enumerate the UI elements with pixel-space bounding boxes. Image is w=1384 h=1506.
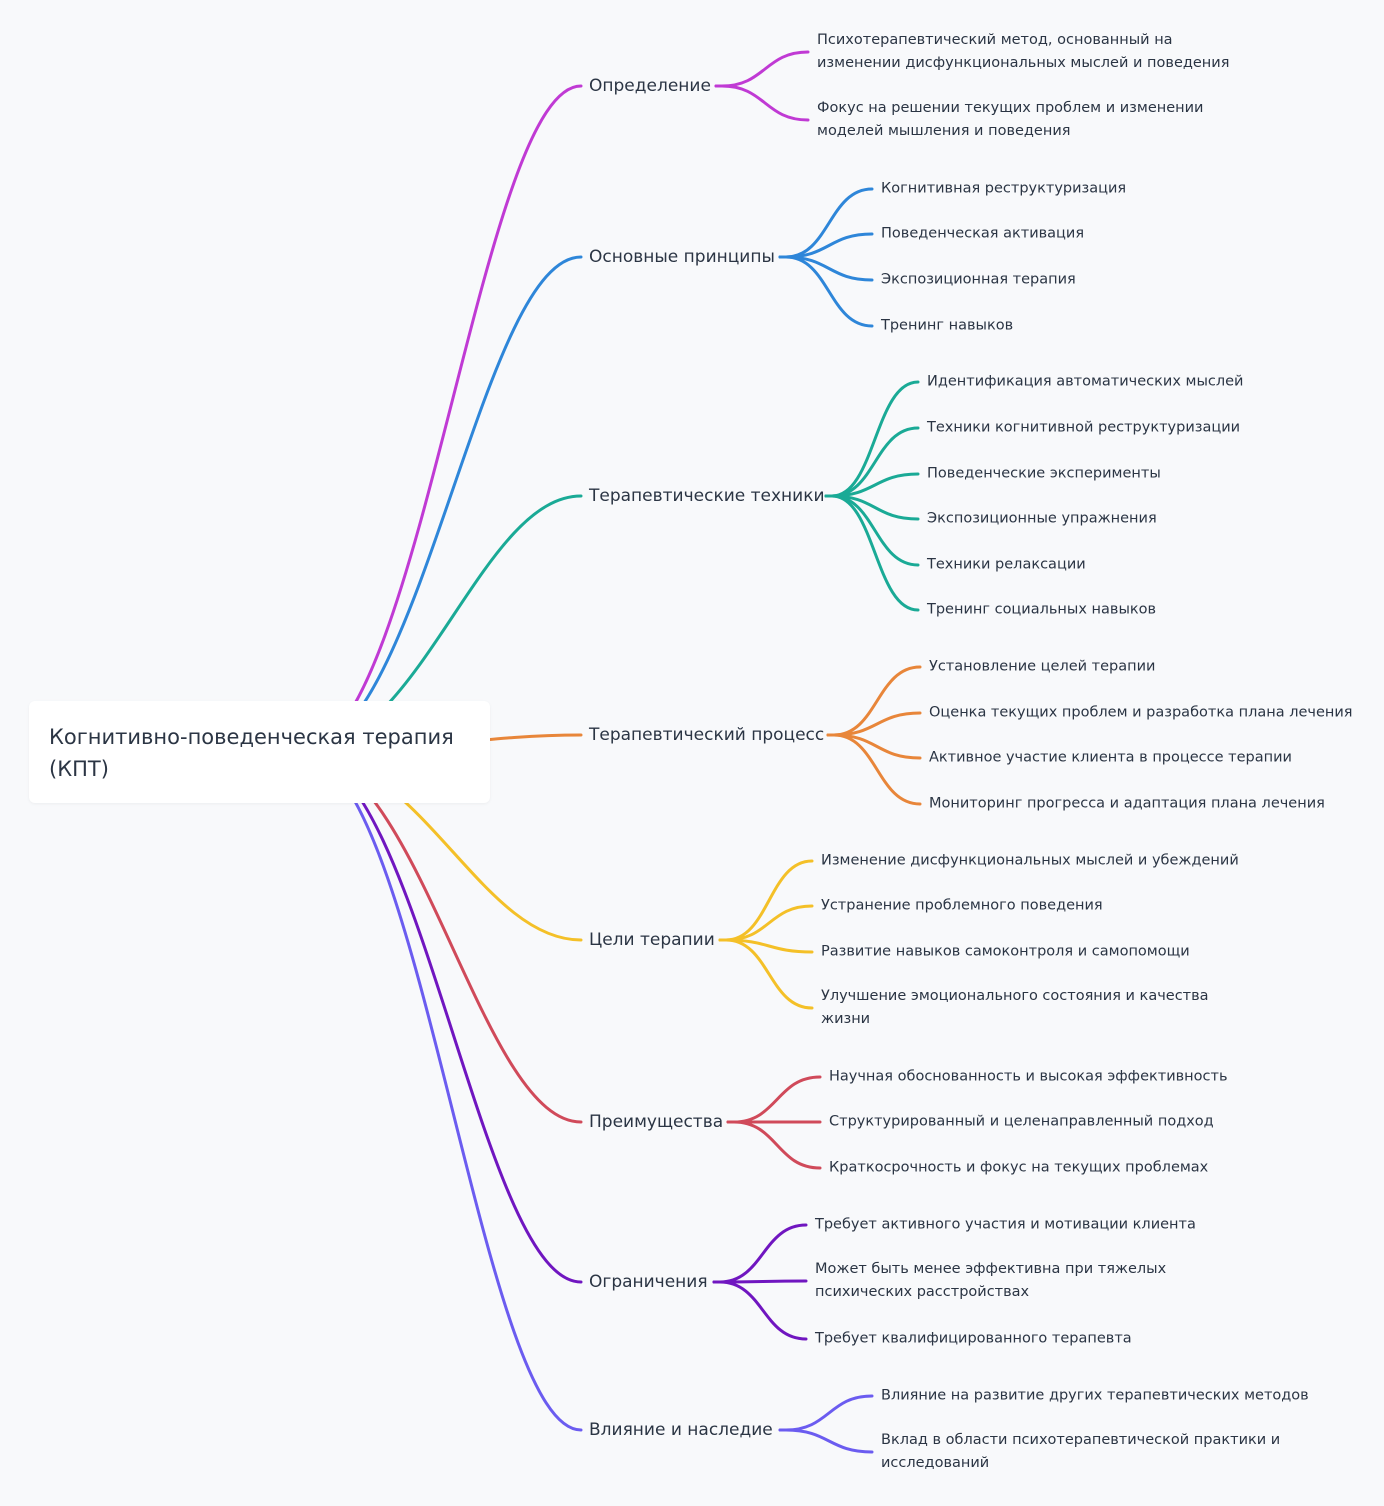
branch-node[interactable]: Преимущества xyxy=(589,1112,724,1132)
child-link xyxy=(718,859,814,942)
child-node[interactable]: Требует активного участия и мотивации кл… xyxy=(815,1216,1196,1233)
child-link xyxy=(778,255,874,328)
root-branch-link xyxy=(298,750,583,1284)
child-node[interactable]: Тренинг навыков xyxy=(881,317,1014,334)
root-node[interactable]: Когнитивно-поведенческая терапия (КПТ) xyxy=(29,701,490,803)
child-link xyxy=(824,494,920,612)
branch-node[interactable]: Терапевтический процесс xyxy=(589,725,825,745)
child-node[interactable]: Научная обоснованность и высокая эффекти… xyxy=(829,1068,1228,1085)
child-link xyxy=(824,494,920,521)
root-branch-link xyxy=(298,750,583,1432)
root-branch-link xyxy=(298,84,583,754)
child-node[interactable]: Может быть менее эффективна при тяжелых … xyxy=(815,1261,1167,1300)
child-node[interactable]: Тренинг социальных навыков xyxy=(927,601,1157,618)
child-link xyxy=(726,1075,822,1124)
child-link xyxy=(826,733,922,806)
child-node[interactable]: Когнитивная реструктуризация xyxy=(881,180,1127,197)
child-node[interactable]: Структурированный и целенаправленный под… xyxy=(829,1113,1214,1130)
child-node[interactable]: Психотерапевтический метод, основанный н… xyxy=(817,32,1230,71)
child-node[interactable]: Экспозиционная терапия xyxy=(881,271,1076,288)
child-link xyxy=(714,84,810,122)
child-node[interactable]: Развитие навыков самоконтроля и самопомо… xyxy=(821,943,1190,960)
child-node[interactable]: Требует квалифицированного терапевта xyxy=(815,1330,1132,1347)
branch-node[interactable]: Определение xyxy=(589,76,711,96)
branch-node[interactable]: Цели терапии xyxy=(589,930,715,950)
child-node[interactable]: Поведенческие эксперименты xyxy=(927,465,1161,482)
child-link xyxy=(824,380,920,498)
child-node[interactable]: Техники когнитивной реструктуризации xyxy=(927,419,1241,436)
child-link xyxy=(712,1280,808,1341)
child-link xyxy=(712,1223,808,1284)
child-link xyxy=(778,1428,874,1454)
root-branch-link xyxy=(298,255,583,754)
child-link xyxy=(726,1120,822,1170)
child-node[interactable]: Идентификация автоматических мыслей xyxy=(927,373,1244,390)
child-node[interactable]: Техники релаксации xyxy=(927,556,1086,573)
child-node[interactable]: Устранение проблемного поведения xyxy=(821,897,1103,914)
child-link xyxy=(824,472,920,498)
child-node[interactable]: Установление целей терапии xyxy=(929,658,1156,675)
child-link xyxy=(826,711,922,737)
child-node[interactable]: Поведенческая активация xyxy=(881,225,1085,242)
branch-node[interactable]: Ограничения xyxy=(589,1272,708,1292)
child-link xyxy=(718,904,814,942)
child-link xyxy=(778,232,874,259)
child-node[interactable]: Краткосрочность и фокус на текущих пробл… xyxy=(829,1159,1209,1176)
child-link xyxy=(778,1394,874,1432)
child-node[interactable]: Изменение дисфункциональных мыслей и убе… xyxy=(821,852,1239,869)
child-node[interactable]: Вклад в области психотерапевтической пра… xyxy=(881,1432,1281,1471)
child-node[interactable]: Мониторинг прогресса и адаптация плана л… xyxy=(929,795,1325,812)
child-node[interactable]: Фокус на решении текущих проблем и измен… xyxy=(817,100,1204,139)
child-link xyxy=(714,50,810,88)
child-node[interactable]: Активное участие клиента в процессе тера… xyxy=(929,749,1292,766)
child-node[interactable]: Влияние на развитие других терапевтическ… xyxy=(881,1387,1309,1404)
child-link xyxy=(778,255,874,282)
child-node[interactable]: Оценка текущих проблем и разработка план… xyxy=(929,704,1353,721)
child-node[interactable]: Экспозиционные упражнения xyxy=(927,510,1157,527)
branch-node[interactable]: Влияние и наследие xyxy=(589,1420,773,1440)
child-link xyxy=(718,938,814,1010)
branch-node[interactable]: Терапевтические техники xyxy=(589,486,825,506)
child-node[interactable]: Улучшение эмоционального состояния и кач… xyxy=(821,988,1209,1027)
child-link xyxy=(826,733,922,760)
branch-node[interactable]: Основные принципы xyxy=(589,247,775,267)
